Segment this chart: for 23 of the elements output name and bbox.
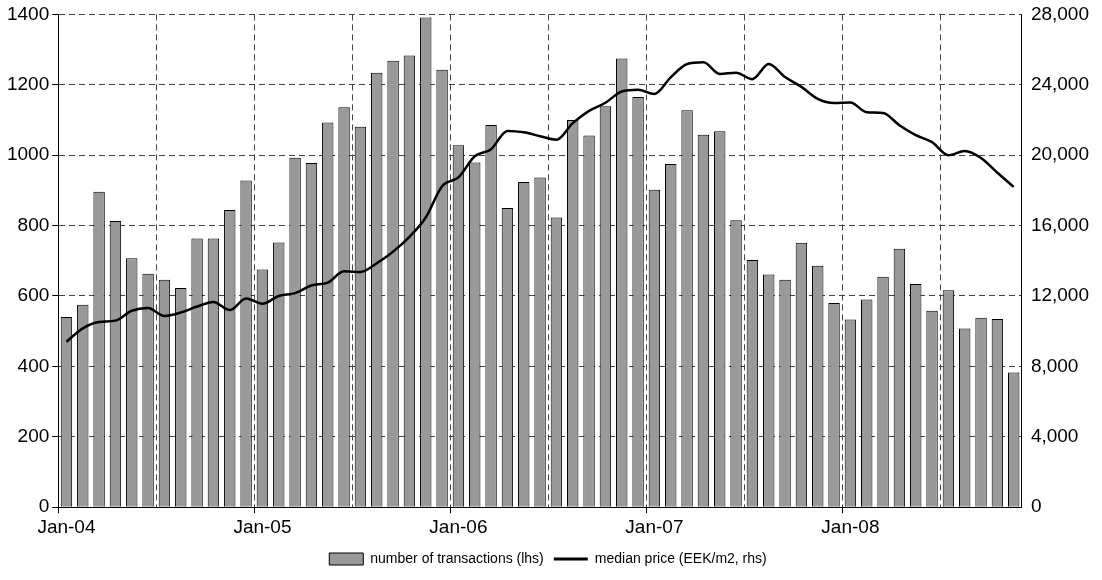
y2-tick-label: 0 xyxy=(1030,495,1042,517)
y-tick-label: 1000 xyxy=(6,143,50,165)
x-tick-label: Jan-07 xyxy=(625,515,684,537)
y-tick-label: 1200 xyxy=(6,73,50,95)
y-tick-label: 600 xyxy=(17,284,50,306)
y2-tick-label: 16,000 xyxy=(1030,213,1090,235)
y2-tick-label: 24,000 xyxy=(1030,73,1090,95)
y-tick-label: 200 xyxy=(17,425,50,447)
x-tick-label: Jan-06 xyxy=(429,515,488,537)
x-tick-label: Jan-04 xyxy=(37,515,96,537)
x-tick-label: Jan-05 xyxy=(233,515,292,537)
y2-tick-label: 12,000 xyxy=(1030,284,1090,306)
y2-tick-label: 4,000 xyxy=(1030,425,1079,447)
x-tick-label: Jan-08 xyxy=(821,515,880,537)
y-tick-label: 1400 xyxy=(6,2,50,24)
y-tick-label: 800 xyxy=(17,213,50,235)
y-tick-label: 0 xyxy=(38,495,50,517)
y2-tick-label: 20,000 xyxy=(1030,143,1090,165)
legend-label: number of transactions (lhs) xyxy=(370,549,544,566)
y-tick-label: 400 xyxy=(17,354,50,376)
y2-tick-label: 28,000 xyxy=(1030,2,1090,24)
y2-tick-label: 8,000 xyxy=(1030,354,1079,376)
legend-label: median price (EEK/m2, rhs) xyxy=(594,549,767,566)
